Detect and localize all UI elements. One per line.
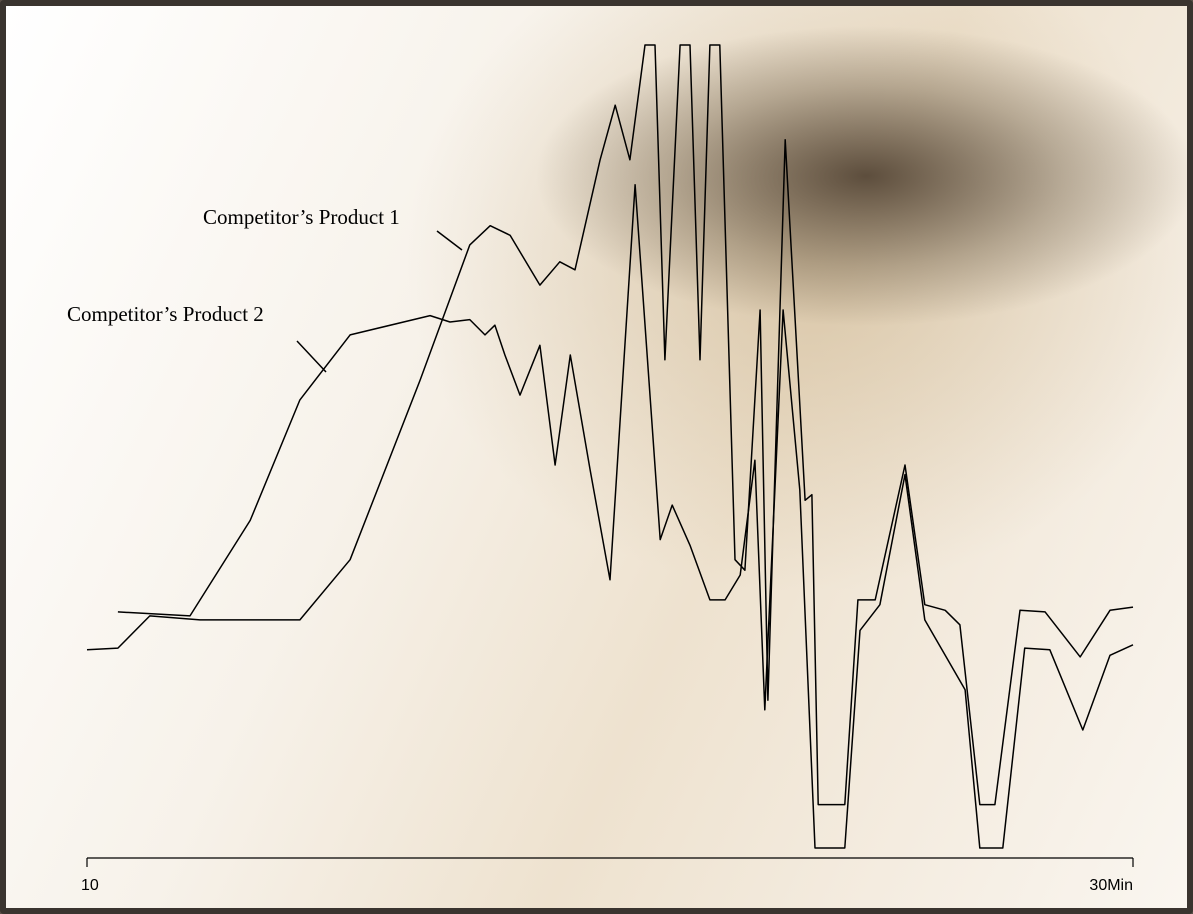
series-label: Competitor’s Product 1 [203,205,400,229]
leader-line [296,340,327,373]
series-line [117,183,1134,849]
leader-line [436,230,463,251]
x-tick-label: 30Min [1089,877,1133,894]
series-label: Competitor’s Product 2 [67,302,264,326]
series-line [86,44,1134,806]
x-tick-label: 10 [81,877,99,894]
